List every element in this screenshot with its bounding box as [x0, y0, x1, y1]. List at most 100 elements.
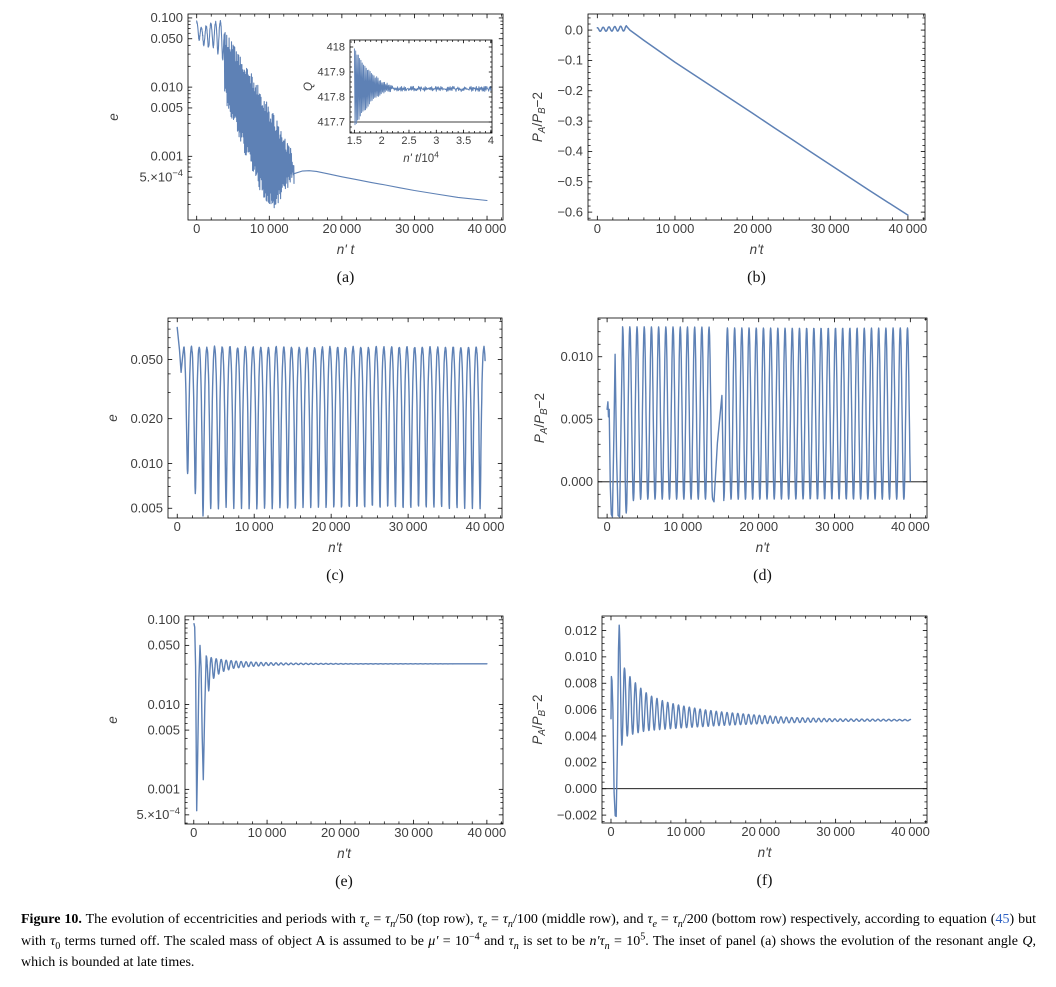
y-tick-label: 0.004 [564, 728, 597, 743]
y-tick-label: 0.010 [147, 697, 180, 712]
y-axis-label-f: PA/PB−2 [530, 694, 548, 744]
y-tick-label: 0.050 [147, 638, 180, 653]
caption-text-run: τ [359, 912, 365, 927]
x-tick-label: 40 000 [889, 221, 928, 236]
frame-b [587, 13, 926, 221]
x-tick-label: 30 000 [389, 519, 428, 534]
y-tick-label: 0.010 [130, 456, 163, 471]
series-e [193, 623, 488, 812]
x-tick-label: 10 000 [664, 519, 703, 534]
caption-text-run: τ [477, 912, 483, 927]
caption-text-run: 0 [55, 940, 61, 952]
x-tick-label: 0 [193, 221, 200, 236]
x-tick-label: 30 000 [394, 825, 433, 840]
x-tick-label: 20 000 [321, 825, 360, 840]
caption-text-run: terms turned off. The scaled mass of obj… [60, 933, 429, 949]
y-tick-label: 0.050 [150, 31, 183, 46]
x-axis-label-e: n't [337, 846, 352, 861]
series-c [176, 326, 486, 517]
caption-text-run: = [487, 912, 503, 927]
caption-text-run: −4 [469, 930, 480, 942]
equation-45-link[interactable]: 45 [995, 912, 1010, 927]
frame-f [601, 615, 928, 824]
caption-text-run: n [604, 940, 610, 952]
caption-text-run: is set to be [518, 933, 590, 949]
panel-letter-b: (b) [747, 269, 766, 286]
y-axis-label-e: e [105, 716, 120, 724]
caption-text-run: = 10 [609, 933, 641, 949]
x-tick-label: 40 000 [468, 221, 507, 236]
x-tick-label: 1.5 [347, 135, 362, 147]
caption-text-run: and [479, 933, 509, 949]
x-tick-label: 10 000 [248, 825, 287, 840]
series-inset [353, 48, 492, 126]
y-axis-label-b: PA/PB−2 [530, 92, 548, 142]
x-axis-label-a: n' t [337, 242, 356, 257]
panel-a-plot: 0 10 000 20 000 30 000 40 000 0.100 0.050 0.010… [106, 10, 506, 286]
panel-letter-d: (d) [753, 567, 772, 584]
x-tick-label: 3.5 [456, 135, 471, 147]
y-tick-label: 0.100 [150, 10, 183, 25]
series-f [610, 624, 912, 818]
x-tick-label: 3 [433, 135, 439, 147]
x-axis-label-b: n't [750, 242, 765, 257]
caption-text-run: e [652, 918, 657, 930]
caption-text-run: τ [672, 912, 678, 927]
y-tick-label: 0.001 [150, 149, 183, 164]
panel-letter-f: (f) [757, 872, 773, 889]
y-axis-label-a: e [106, 113, 121, 121]
caption-text-run: = 10 [438, 933, 469, 949]
x-tick-label: 10 000 [235, 519, 274, 534]
x-tick-label: 0 [174, 519, 181, 534]
y-axis-label-c: e [105, 414, 120, 422]
y-tick-label: 0.005 [130, 501, 163, 516]
x-tick-label: 20 000 [739, 519, 778, 534]
panel-c-plot: 0 10 000 20 000 30 000 40 000 0.050 0.020 0.010… [105, 317, 505, 584]
y-tick-label: −0.002 [557, 807, 597, 822]
x-axis-label-c: n't [328, 540, 343, 555]
y-axis-label-d: PA/PB−2 [532, 393, 550, 443]
caption-text-run: The evolution of eccentricities and peri… [81, 912, 360, 927]
caption-text-run: 5 [640, 930, 646, 942]
x-tick-label: 40 000 [891, 519, 930, 534]
x-axis-label-d: n't [756, 540, 771, 555]
caption-text-run: = [656, 912, 673, 927]
y-tick-label: −0.1 [557, 53, 583, 68]
caption-text-run: . The inset of panel (a) shows the evolu… [645, 933, 1023, 949]
x-axis-label-f: n't [758, 845, 773, 860]
y-tick-label: 0.001 [147, 782, 180, 797]
caption-text-run: /200 (bottom row) respectively, accordin… [682, 912, 996, 927]
frame-d [597, 317, 928, 519]
frame-e [184, 615, 504, 825]
y-tick-label: 5.×10−4 [136, 806, 180, 822]
frame-inset [349, 39, 493, 134]
caption-text-run: τ [599, 933, 605, 949]
caption-text-run: τ [502, 912, 508, 927]
y-tick-label: 0.020 [130, 411, 163, 426]
x-tick-label: 0 [594, 221, 601, 236]
y-tick-label: 0.000 [564, 781, 597, 796]
x-tick-label: 40 000 [891, 824, 930, 839]
caption-text-run: τ [385, 912, 391, 927]
x-tick-label: 40 000 [466, 519, 505, 534]
frame-a [187, 13, 504, 221]
caption-text-run: n [507, 918, 513, 930]
y-tick-label: 0.000 [560, 474, 593, 489]
panel-d-plot: 0 10 000 20 000 30 000 40 000 0.000 0.005 0.010… [532, 317, 930, 584]
y-tick-label: 417.9 [317, 67, 345, 79]
caption-text-run: Figure 10. [21, 912, 82, 927]
series-d [606, 326, 911, 518]
caption-text-run: τ [50, 933, 56, 949]
series-a [196, 19, 488, 209]
x-tick-label: 30 000 [816, 824, 855, 839]
x-tick-label: 2.5 [401, 135, 416, 147]
x-tick-label: 0 [190, 825, 197, 840]
caption-text-run: τ [647, 912, 653, 927]
y-tick-label: 0.006 [564, 702, 597, 717]
caption-text-run: ) but with [21, 912, 1036, 949]
y-axis-label-inset: Q [303, 82, 315, 91]
caption-text-run: e [364, 918, 370, 930]
y-tick-label: 0.100 [147, 612, 180, 627]
x-tick-label: 30 000 [395, 221, 434, 236]
